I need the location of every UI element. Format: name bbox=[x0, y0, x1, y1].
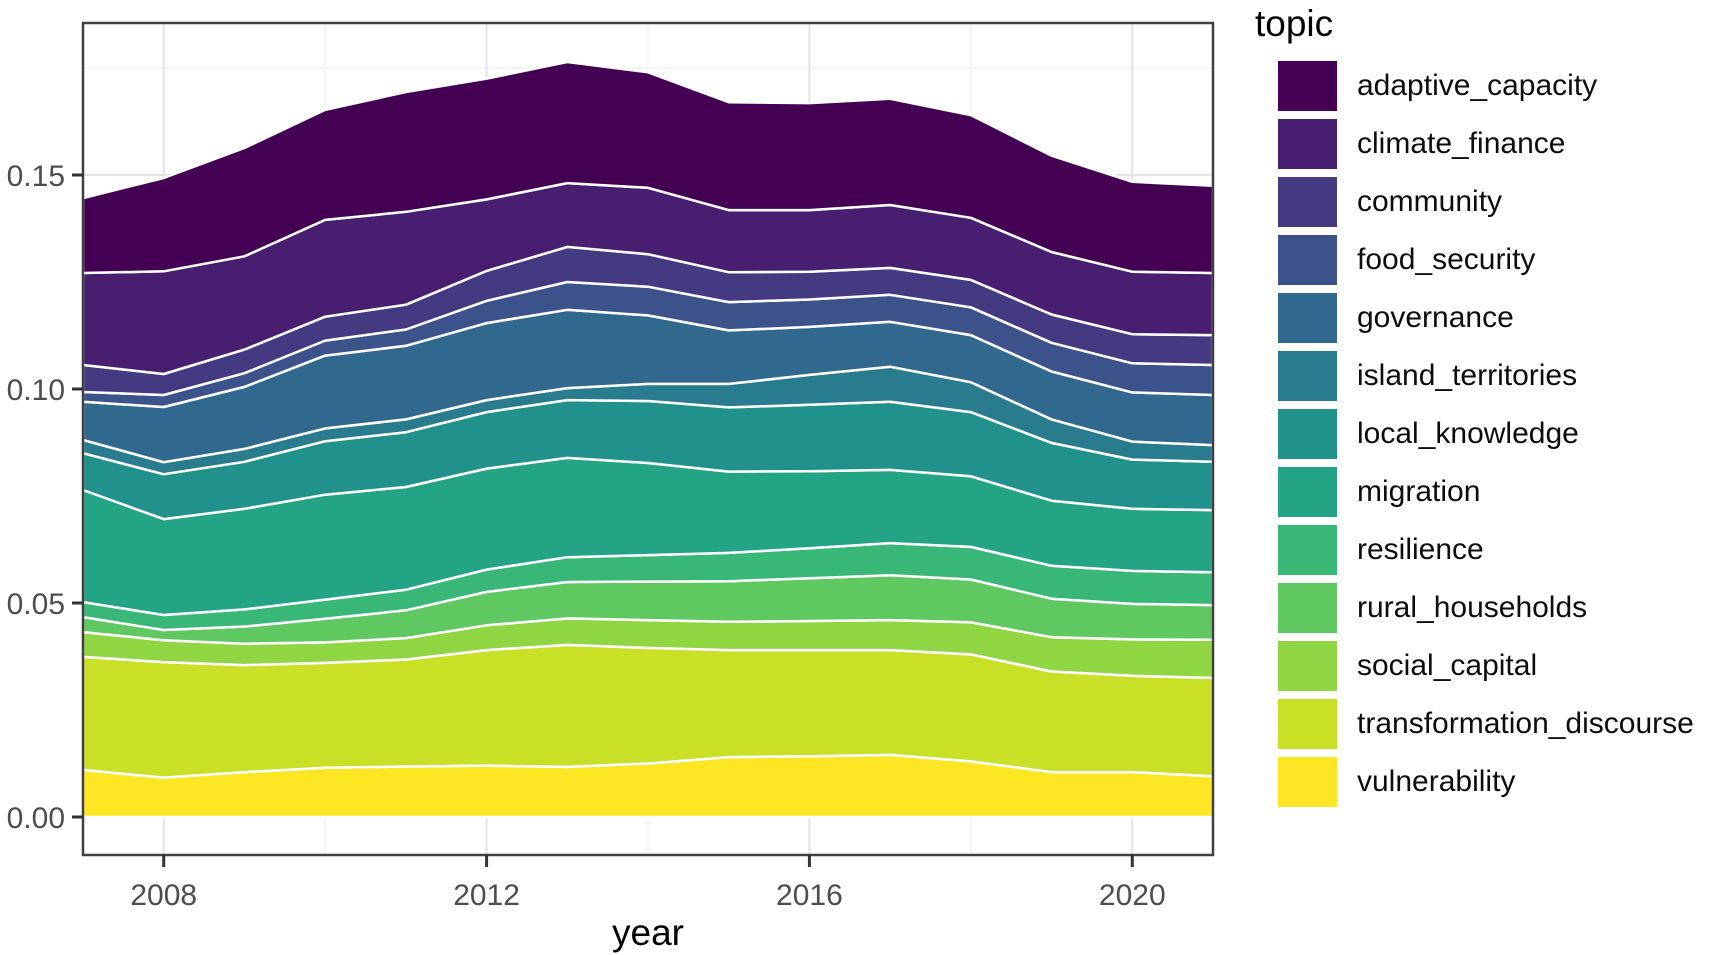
legend-swatch-governance bbox=[1278, 292, 1337, 343]
legend-swatch-social_capital bbox=[1278, 640, 1337, 691]
legend-label-adaptive_capacity: adaptive_capacity bbox=[1357, 68, 1598, 102]
y-tick-label: 0.10 bbox=[7, 374, 65, 407]
legend-label-social_capital: social_capital bbox=[1357, 648, 1538, 682]
legend-label-island_territories: island_territories bbox=[1357, 358, 1578, 392]
areas-group bbox=[82, 60, 1214, 819]
legend-label-vulnerability: vulnerability bbox=[1357, 764, 1516, 798]
legend-items: adaptive_capacity climate_finance communit… bbox=[1278, 60, 1724, 807]
legend-label-rural_households: rural_households bbox=[1357, 590, 1588, 624]
legend-item-vulnerability: vulnerability bbox=[1278, 756, 1724, 807]
legend-label-community: community bbox=[1357, 184, 1503, 218]
legend-swatch-food_security bbox=[1278, 234, 1337, 285]
legend-swatch-migration bbox=[1278, 466, 1337, 517]
legend-item-island_territories: island_territories bbox=[1278, 350, 1724, 401]
legend-label-transformation_discourse: transformation_discourse bbox=[1357, 706, 1694, 740]
y-tick-label: 0.15 bbox=[7, 160, 65, 193]
x-tick-label: 2012 bbox=[453, 879, 520, 912]
y-tick-label: 0.05 bbox=[7, 588, 65, 621]
legend-label-migration: migration bbox=[1357, 474, 1481, 508]
legend-swatch-rural_households bbox=[1278, 582, 1337, 633]
x-tick-label: 2008 bbox=[130, 879, 197, 912]
legend-item-governance: governance bbox=[1278, 292, 1724, 343]
legend-swatch-adaptive_capacity bbox=[1278, 60, 1337, 111]
legend-item-climate_finance: climate_finance bbox=[1278, 118, 1724, 169]
legend-swatch-community bbox=[1278, 176, 1337, 227]
legend-label-climate_finance: climate_finance bbox=[1357, 126, 1566, 160]
legend-item-resilience: resilience bbox=[1278, 524, 1724, 575]
legend-label-local_knowledge: local_knowledge bbox=[1357, 416, 1579, 450]
legend-swatch-climate_finance bbox=[1278, 118, 1337, 169]
legend-item-adaptive_capacity: adaptive_capacity bbox=[1278, 60, 1724, 111]
legend-item-social_capital: social_capital bbox=[1278, 640, 1724, 691]
legend-swatch-island_territories bbox=[1278, 350, 1337, 401]
panel-border bbox=[81, 21, 1215, 857]
x-axis-title: year bbox=[612, 912, 684, 953]
legend-item-transformation_discourse: transformation_discourse bbox=[1278, 698, 1724, 749]
y-tick-label: 0.00 bbox=[7, 802, 65, 835]
legend-item-food_security: food_security bbox=[1278, 234, 1724, 285]
x-tick-label: 2020 bbox=[1099, 879, 1166, 912]
legend-item-community: community bbox=[1278, 176, 1724, 227]
legend-title: topic bbox=[1255, 3, 1334, 44]
legend-swatch-resilience bbox=[1278, 524, 1337, 575]
legend-swatch-transformation_discourse bbox=[1278, 698, 1337, 749]
x-tick-label: 2016 bbox=[776, 879, 843, 912]
legend-swatch-vulnerability bbox=[1278, 756, 1337, 807]
legend-label-food_security: food_security bbox=[1357, 242, 1536, 276]
legend-swatch-local_knowledge bbox=[1278, 408, 1337, 459]
legend-item-migration: migration bbox=[1278, 466, 1724, 517]
legend-item-local_knowledge: local_knowledge bbox=[1278, 408, 1724, 459]
legend-label-resilience: resilience bbox=[1357, 532, 1484, 566]
legend-item-rural_households: rural_households bbox=[1278, 582, 1724, 633]
legend-label-governance: governance bbox=[1357, 300, 1514, 334]
